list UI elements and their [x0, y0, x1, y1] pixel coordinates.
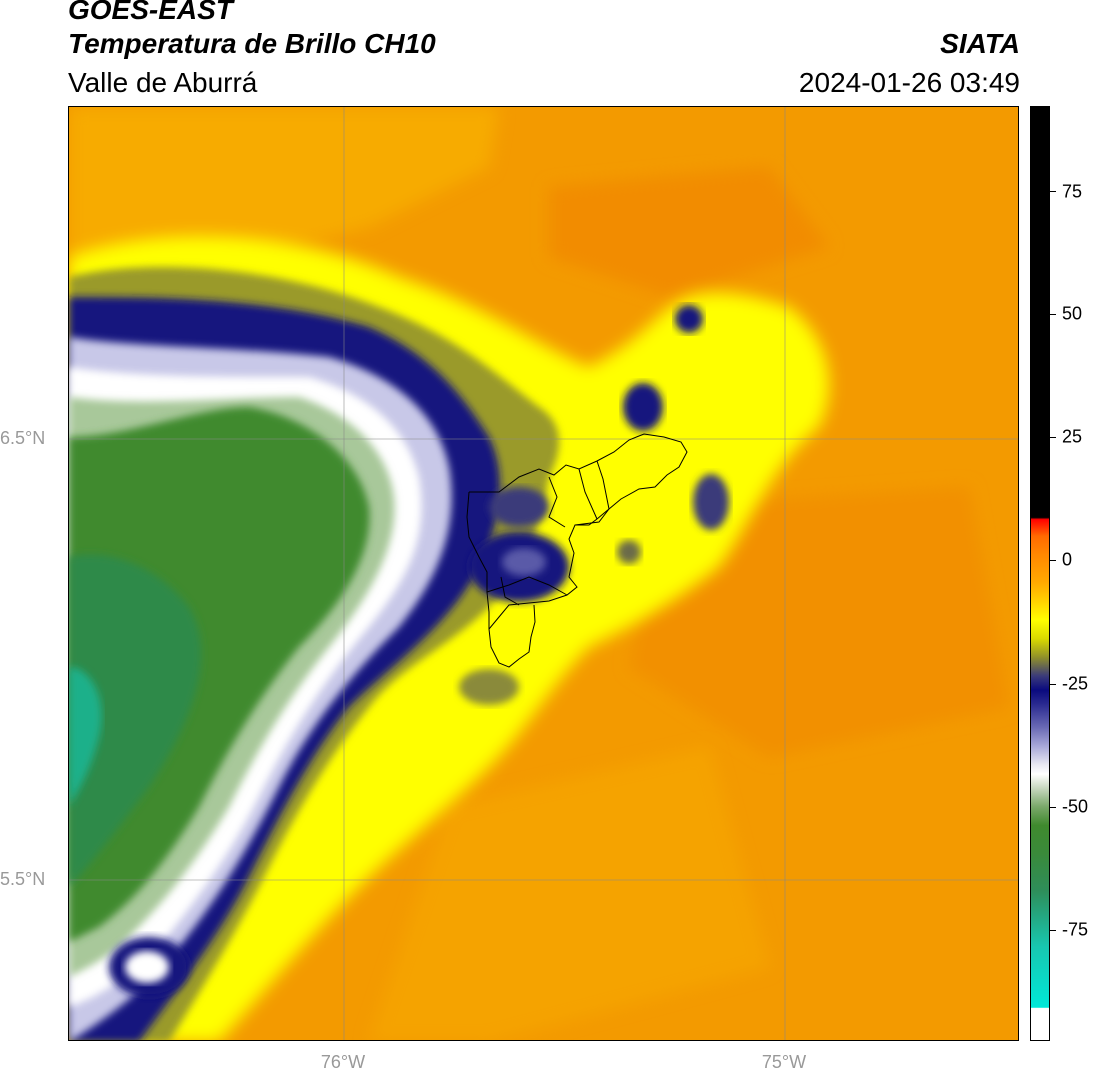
lon-label-76w: 76°W — [320, 1052, 366, 1072]
colorbar-label-75: 75 — [1062, 181, 1083, 202]
brightness-temperature-map — [68, 106, 1019, 1041]
region-label: Valle de Aburrá — [68, 67, 258, 98]
colorbar-label-minus25: -25 — [1062, 673, 1089, 694]
map-canvas — [69, 107, 1018, 1040]
colorbar-tick — [1050, 807, 1056, 808]
colorbar-label-0: 0 — [1062, 549, 1073, 570]
product-title: Temperatura de Brillo CH10 — [68, 28, 436, 59]
colorbar-label-minus75: -75 — [1062, 919, 1089, 940]
lon-label-75w: 75°W — [761, 1052, 807, 1072]
datetime-label: 2024-01-26 03:49 — [798, 67, 1020, 98]
colorbar-tick — [1050, 437, 1056, 438]
colorbar-tick — [1050, 314, 1056, 315]
colorbar-label-25: 25 — [1062, 426, 1083, 447]
colorbar-tick — [1050, 930, 1056, 931]
colorbar-label-50: 50 — [1062, 303, 1083, 324]
org-label: SIATA — [940, 28, 1020, 59]
colorbar-label-minus50: -50 — [1062, 796, 1089, 817]
lat-label-5-5: 5.5°N — [0, 869, 46, 889]
colorbar-tick — [1050, 191, 1056, 192]
colorbar-tick — [1050, 684, 1056, 685]
lat-label-6-5: 6.5°N — [0, 428, 46, 448]
satellite-title: GOES-EAST — [68, 0, 233, 25]
colorbar — [1030, 106, 1050, 1041]
municipal-boundaries — [466, 433, 688, 668]
colorbar-tick — [1050, 560, 1056, 561]
